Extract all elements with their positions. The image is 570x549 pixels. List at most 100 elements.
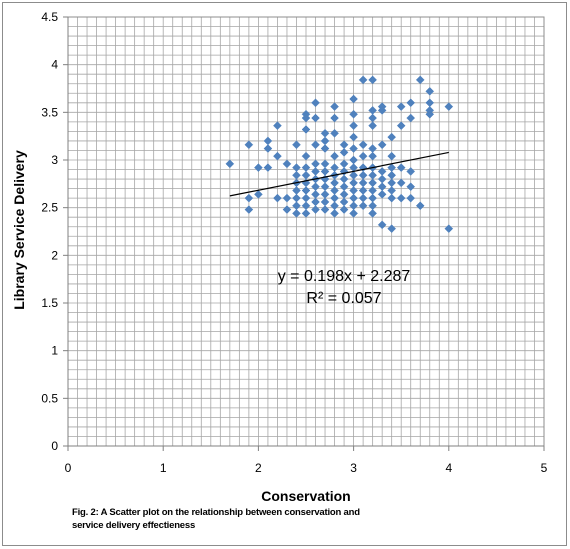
data-point (377, 182, 387, 192)
data-point (368, 178, 377, 188)
data-point (368, 144, 377, 153)
data-point (320, 128, 330, 138)
data-point (273, 151, 282, 161)
data-point (444, 224, 454, 233)
data-point (406, 182, 416, 192)
data-point (368, 186, 377, 195)
data-point (358, 75, 368, 85)
data-point (330, 201, 339, 211)
data-point (368, 151, 377, 161)
data-point (377, 189, 387, 199)
data-point (358, 170, 368, 180)
data-point (244, 205, 254, 214)
data-point (368, 106, 377, 115)
data-point (254, 189, 263, 199)
data-point (301, 163, 311, 172)
caption-line-2: service delivery effectieness (72, 520, 196, 531)
data-point (444, 102, 454, 111)
data-point (349, 94, 358, 104)
data-point (244, 193, 254, 203)
x-tick-label: 3 (350, 461, 357, 475)
data-point (311, 189, 320, 199)
data-point (377, 140, 387, 150)
y-tick-label: 3.5 (41, 105, 58, 119)
data-point (349, 201, 358, 211)
data-point (273, 121, 282, 131)
data-point (339, 159, 349, 169)
x-tick-label: 0 (65, 461, 72, 475)
data-point (406, 193, 416, 203)
data-point (301, 186, 311, 195)
data-point (396, 121, 406, 131)
data-point (415, 201, 425, 211)
data-point (358, 140, 368, 150)
data-point (358, 151, 368, 161)
data-point (349, 144, 358, 153)
data-point (368, 201, 377, 211)
data-point (301, 170, 311, 180)
data-points (225, 75, 454, 233)
data-point (368, 113, 377, 123)
data-point (311, 167, 320, 176)
caption-line-1: Fig. 2: A Scatter plot on the relationsh… (72, 507, 360, 518)
data-point (425, 109, 435, 119)
data-point (292, 193, 301, 203)
data-point (368, 209, 377, 218)
data-point (387, 132, 397, 142)
data-point (387, 224, 397, 233)
data-point (368, 193, 377, 203)
data-point (358, 178, 368, 188)
data-point (244, 140, 254, 150)
x-tick-label: 5 (541, 461, 548, 475)
data-point (368, 170, 377, 180)
data-point (330, 178, 339, 188)
data-point (425, 87, 435, 96)
data-point (377, 220, 387, 230)
data-point (349, 186, 358, 195)
data-point (330, 209, 339, 218)
data-point (273, 193, 282, 203)
data-point (339, 197, 349, 207)
data-point (396, 193, 406, 203)
data-point (339, 189, 349, 199)
data-point (377, 106, 387, 115)
data-point (330, 163, 339, 172)
data-point (301, 151, 311, 161)
y-tick-label: 1.5 (41, 296, 58, 310)
data-point (349, 121, 358, 131)
data-point (349, 132, 358, 142)
x-axis-title: Conservation (261, 488, 350, 504)
data-point (311, 182, 320, 192)
data-point (339, 174, 349, 184)
y-tick-label: 2.5 (41, 201, 58, 215)
data-point (254, 163, 263, 172)
data-point (358, 193, 368, 203)
data-point (425, 98, 435, 108)
data-point (320, 167, 330, 176)
data-point (292, 170, 301, 180)
data-point (301, 209, 311, 218)
data-point (320, 182, 330, 192)
data-point (349, 193, 358, 203)
data-point (282, 205, 292, 214)
data-point (330, 151, 339, 161)
data-point (311, 197, 320, 207)
x-tick-label: 1 (160, 461, 167, 475)
data-point (292, 140, 301, 150)
x-tick-label: 4 (445, 461, 452, 475)
data-point (320, 144, 330, 153)
data-point (387, 151, 397, 161)
data-point (301, 201, 311, 211)
trendline-equation: y = 0.198x + 2.287 (278, 268, 411, 285)
data-point (377, 167, 387, 176)
data-point (358, 201, 368, 211)
data-point (301, 193, 311, 203)
data-point (311, 98, 320, 108)
data-point (292, 163, 301, 172)
axes (63, 16, 545, 451)
data-point (225, 159, 235, 169)
y-tick-label: 0.5 (41, 391, 58, 405)
r-squared-label: R² = 0.057 (306, 290, 381, 307)
y-tick-label: 3 (51, 153, 58, 167)
